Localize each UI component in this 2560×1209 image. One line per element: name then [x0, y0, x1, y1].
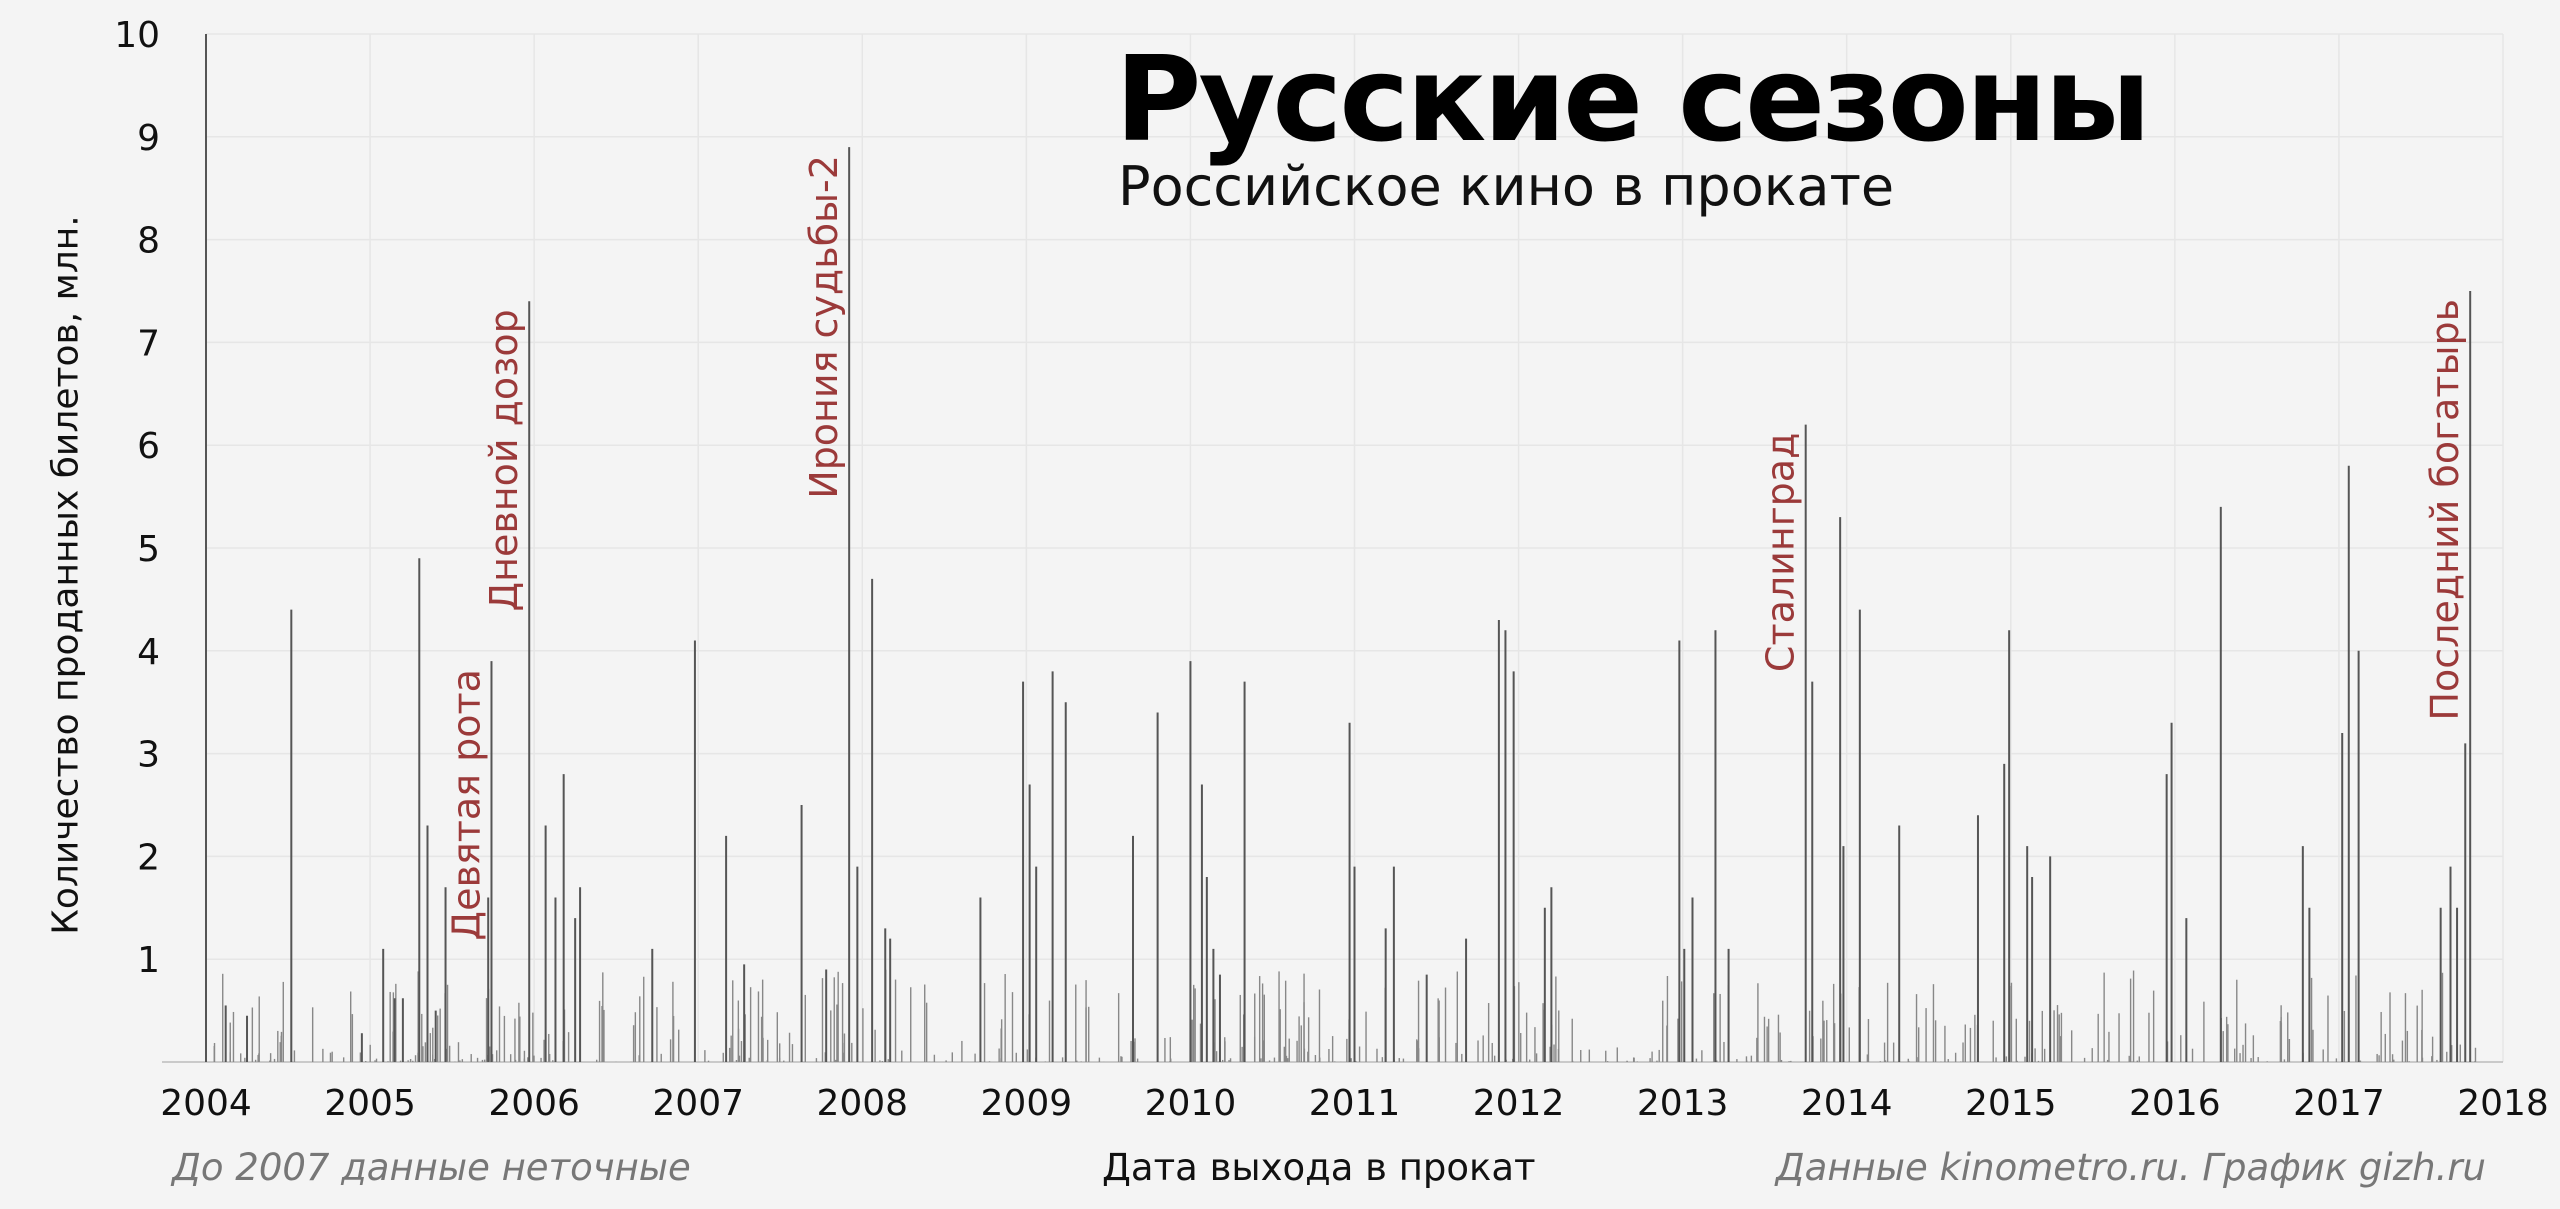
x-axis-label: Дата выхода в прокат: [1102, 1146, 1536, 1189]
x-tick-label: 2011: [1309, 1083, 1401, 1124]
x-tick-label: 2005: [324, 1083, 416, 1124]
y-tick-label: 5: [137, 529, 160, 570]
x-tick-label: 2010: [1145, 1083, 1237, 1124]
y-tick-label: 7: [137, 323, 160, 364]
y-tick-label: 8: [137, 221, 160, 262]
x-tick-label: 2018: [2457, 1083, 2549, 1124]
annotation-label: Дневной дозор: [482, 309, 526, 611]
y-tick-label: 4: [137, 632, 160, 673]
y-tick-label: 1: [137, 940, 160, 981]
annotation-label: Девятая рота: [444, 669, 488, 940]
annotation-label: Последний богатырь: [2423, 299, 2467, 721]
bars: [205, 34, 2477, 1062]
y-tick-label: 9: [137, 118, 160, 159]
annotation-label: Сталинград: [1759, 433, 1803, 672]
x-tick-label: 2017: [2293, 1083, 2385, 1124]
x-tick-label: 2004: [160, 1083, 252, 1124]
x-tick-label: 2008: [816, 1083, 908, 1124]
chart-subtitle: Российское кино в прокате: [1118, 155, 1895, 218]
y-tick-label: 6: [137, 426, 160, 467]
x-tick-label: 2016: [2129, 1083, 2221, 1124]
x-tick-label: 2007: [652, 1083, 744, 1124]
y-tick-label: 10: [114, 15, 160, 56]
x-tick-label: 2015: [1965, 1083, 2057, 1124]
data-accuracy-note: До 2007 данные неточные: [172, 1146, 691, 1189]
y-axis-label: Количество проданных билетов, млн.: [45, 215, 87, 935]
chart-title: Русские сезоны: [1115, 30, 2151, 168]
x-tick-label: 2012: [1473, 1083, 1565, 1124]
x-tick-label: 2014: [1801, 1083, 1893, 1124]
x-tick-label: 2006: [488, 1083, 580, 1124]
x-tick-label: 2009: [981, 1083, 1073, 1124]
y-tick-label: 2: [137, 837, 160, 878]
x-tick-label: 2013: [1637, 1083, 1729, 1124]
annotations: Девятая рота Дневной дозор Ирония судьбы-2…: [444, 155, 2467, 940]
x-tick-labels: 2004 2005 2006 2007 2008 2009 2010 2011 2012 2013…: [160, 1083, 2549, 1124]
grid-lines: [162, 33, 2504, 1063]
source-credit: Данные kinometro.ru. График gizh.ru: [1775, 1146, 2486, 1189]
y-tick-labels: 1 2 3 4 5 6 7 8 9 10: [114, 15, 160, 981]
annotation-label: Ирония судьбы-2: [802, 155, 846, 499]
y-tick-label: 3: [137, 735, 160, 776]
